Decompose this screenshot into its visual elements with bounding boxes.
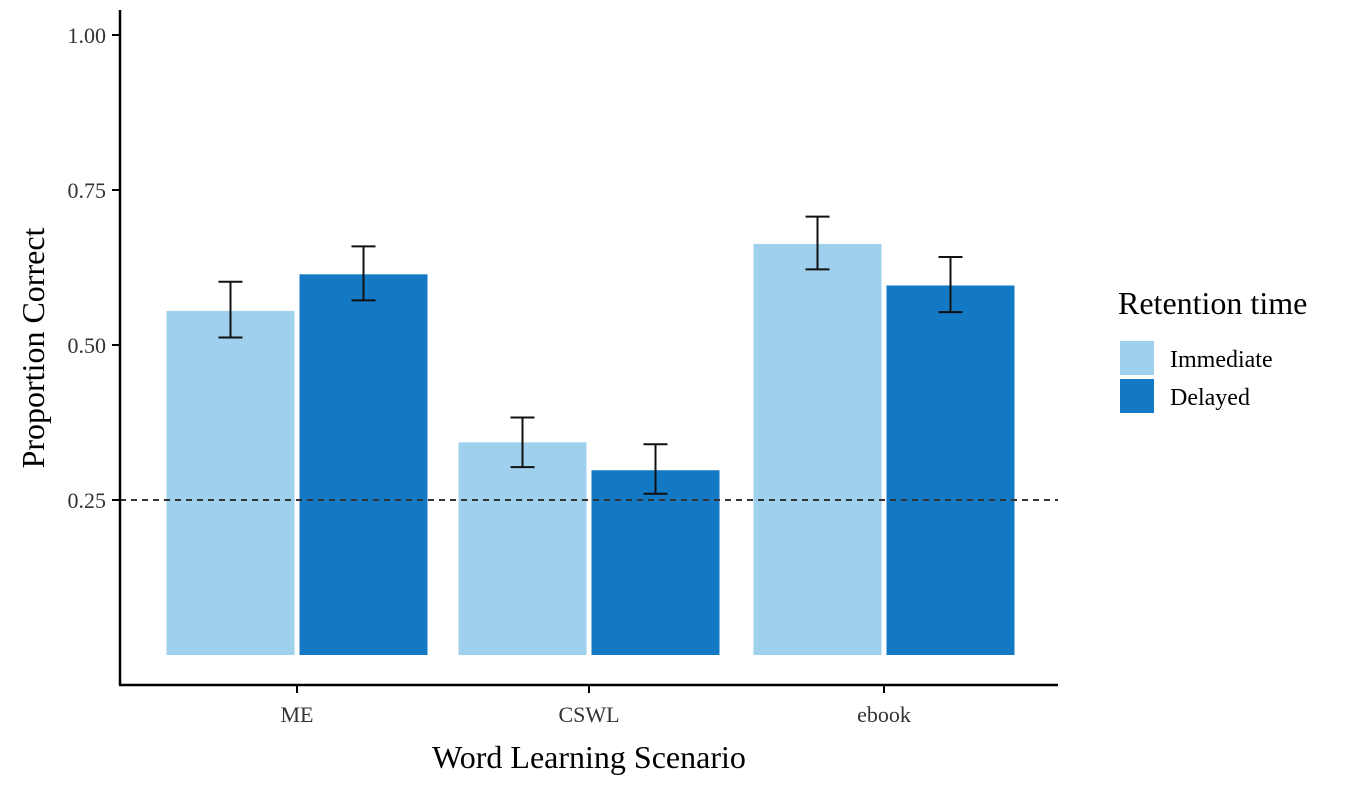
bar-me-immediate: [166, 310, 295, 655]
bar-ebook-immediate: [753, 243, 882, 655]
bars-group: [166, 243, 1015, 655]
y-ticks-group: 0.25 0.50 0.75 1.00: [68, 23, 120, 513]
x-tick-label: ebook: [857, 702, 911, 727]
y-tick-label: 0.25: [68, 488, 107, 513]
bar-cswl-immediate: [458, 442, 587, 655]
y-tick-label: 0.75: [68, 178, 107, 203]
x-tick-label: ME: [281, 702, 314, 727]
y-tick-label: 0.50: [68, 333, 107, 358]
legend: Retention time Immediate Delayed: [1118, 285, 1307, 413]
legend-key-immediate: [1120, 341, 1154, 375]
y-axis-title: Proportion Correct: [15, 227, 51, 468]
legend-label-immediate: Immediate: [1170, 347, 1273, 373]
x-axis-title: Word Learning Scenario: [432, 739, 746, 775]
y-tick-label: 1.00: [68, 23, 107, 48]
bar-ebook-delayed: [886, 285, 1015, 655]
legend-key-delayed: [1120, 379, 1154, 413]
legend-title: Retention time: [1118, 285, 1307, 321]
bar-cswl-delayed: [591, 470, 720, 655]
x-ticks-group: ME CSWL ebook: [281, 685, 911, 727]
x-tick-label: CSWL: [558, 702, 619, 727]
error-bars-group: [218, 215, 963, 495]
legend-label-delayed: Delayed: [1170, 385, 1250, 411]
bar-me-delayed: [299, 274, 428, 655]
